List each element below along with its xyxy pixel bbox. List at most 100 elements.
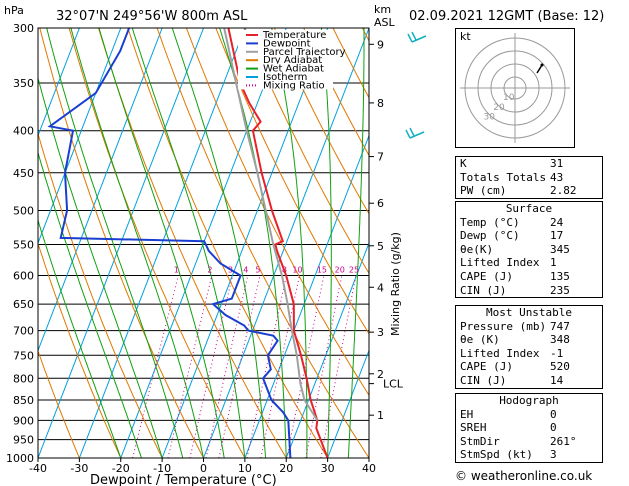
km-tick-label: 2 [377, 368, 384, 381]
surface-row: θe(K) 345 [456, 243, 602, 257]
indices-panel: K 31 Totals Totals 43 PW (cm) 2.82 [455, 156, 603, 199]
surface-key: CAPE (J) [460, 269, 513, 283]
surface-key: θe(K) [460, 242, 494, 256]
surface-value: 235 [550, 283, 570, 297]
lcl-label: LCL [383, 378, 404, 391]
p-tick-label: 700 [13, 325, 34, 338]
dry-adiabat [39, 28, 204, 458]
hodograph-key: StmDir [460, 434, 500, 448]
most-unstable-key: CAPE (J) [460, 360, 513, 374]
p-tick-label: 900 [13, 414, 34, 427]
hodo-ring-label: 20 [493, 103, 505, 113]
most-unstable-title: Most Unstable [485, 306, 573, 319]
wet-adiabat [271, 28, 308, 458]
mixing-ratio-label: 2 [207, 266, 212, 275]
most-unstable-row: θe (K) 348 [456, 333, 602, 347]
km-tick-label: 1 [377, 409, 384, 422]
mixing-ratio-label: 1 [174, 266, 179, 275]
surface-value: 135 [550, 269, 570, 283]
isotherm-line [244, 134, 369, 458]
surface-key: Temp (°C) [460, 215, 520, 229]
surface-key: CIN (J) [460, 283, 507, 297]
x-axis-label: Dewpoint / Temperature (°C) [90, 473, 277, 486]
km-tick-label: 7 [377, 151, 384, 164]
p-tick-label: 950 [13, 434, 34, 447]
most-unstable-panel: Most Unstable Pressure (mb) 747 θe (K) 348 L… [455, 305, 603, 389]
wet-adiabat [70, 28, 204, 458]
most-unstable-key: θe (K) [460, 333, 500, 347]
x-tick-label: -20 [112, 462, 130, 475]
hodograph-value: 261° [550, 434, 577, 448]
most-unstable-value: 747 [550, 319, 570, 333]
isotherm-line [203, 28, 369, 458]
surface-value: 24 [550, 215, 564, 229]
hodograph-panel: kt 10 20 30 [455, 28, 575, 148]
mixing-ratio-axis-label: Mixing Ratio (g/kg) [389, 232, 402, 336]
index-key: PW (cm) [460, 184, 507, 198]
surface-row: CAPE (J) 135 [456, 270, 602, 284]
most-unstable-value: -1 [550, 346, 564, 360]
km-tick-label: 5 [377, 240, 384, 253]
legend-entry: Parcel Trajectory [263, 47, 346, 58]
dry-adiabat [98, 28, 287, 458]
series-parcel-trajectory [223, 28, 319, 421]
index-value: 2.82 [550, 184, 577, 198]
series-temperature [227, 28, 329, 458]
hodograph-row: EH 0 [456, 408, 602, 422]
x-tick-label: -10 [153, 462, 171, 475]
credit-text: © weatheronline.co.uk [455, 469, 593, 483]
x-tick-label: 10 [238, 462, 252, 475]
isotherm-line [38, 28, 163, 352]
surface-value: 345 [550, 242, 570, 256]
mixing-ratio-label: 10 [292, 266, 302, 275]
most-unstable-value: 14 [550, 373, 564, 387]
mixing-ratio-line [167, 275, 213, 458]
wet-adiabat [347, 28, 365, 458]
most-unstable-row: Lifted Index -1 [456, 347, 602, 361]
surface-row: Lifted Index 1 [456, 256, 602, 270]
hodograph-value: 3 [550, 448, 557, 462]
most-unstable-key: CIN (J) [460, 373, 507, 387]
dry-adiabat [156, 28, 369, 458]
wet-adiabat [219, 28, 287, 458]
mixing-ratio-line [218, 275, 261, 458]
index-row: K 31 [456, 157, 602, 171]
most-unstable-value: 520 [550, 360, 570, 374]
wet-adiabat [38, 218, 122, 458]
surface-row: Dewp (°C) 17 [456, 229, 602, 243]
most-unstable-row: Pressure (mb) 747 [456, 320, 602, 334]
p-tick-label: 850 [13, 394, 34, 407]
location-title: 32°07'N 249°56'W 800m ASL [56, 9, 248, 24]
surface-title: Surface [505, 202, 553, 215]
p-tick-label: 800 [13, 372, 34, 385]
dry-adiabat [68, 28, 246, 458]
surface-value: 17 [550, 229, 564, 243]
x-tick-label: 30 [321, 462, 335, 475]
surface-panel: Surface Temp (°C) 24 Dewp (°C) 17 θe(K) 345 Li… [455, 201, 603, 299]
wet-adiabat [171, 28, 267, 458]
hodograph-row: StmDir 261° [456, 435, 602, 449]
hodo-kt-label: kt [460, 30, 471, 43]
hodograph-row: StmSpd (kt) 3 [456, 448, 602, 462]
isotherm-line [327, 349, 369, 458]
hodograph-key: SREH [460, 421, 487, 435]
index-row: PW (cm) 2.82 [456, 184, 602, 198]
surface-row: CIN (J) 235 [456, 284, 602, 298]
index-row: Totals Totals 43 [456, 171, 602, 185]
p-tick-label: 300 [13, 22, 34, 35]
surface-value: 1 [550, 256, 557, 270]
mixing-ratio-label: 25 [349, 266, 359, 275]
mixing-ratio-label: 4 [243, 266, 248, 275]
wet-adiabat [98, 28, 225, 458]
p-tick-label: 550 [13, 238, 34, 251]
isotherm-line [285, 241, 369, 458]
mixing-ratio-line [246, 275, 287, 458]
isotherm-line [161, 28, 329, 458]
isotherm-line [78, 28, 246, 458]
most-unstable-key: Lifted Index [460, 346, 540, 360]
asl-label: ASL [374, 16, 396, 29]
dry-adiabat [244, 28, 369, 275]
hodo-ring-label: 10 [503, 93, 515, 103]
hodograph-stats-panel: Hodograph EH 0 SREH 0 StmDir 261° StmSpd (kt) 3 [455, 393, 603, 463]
dry-adiabat [215, 28, 369, 335]
